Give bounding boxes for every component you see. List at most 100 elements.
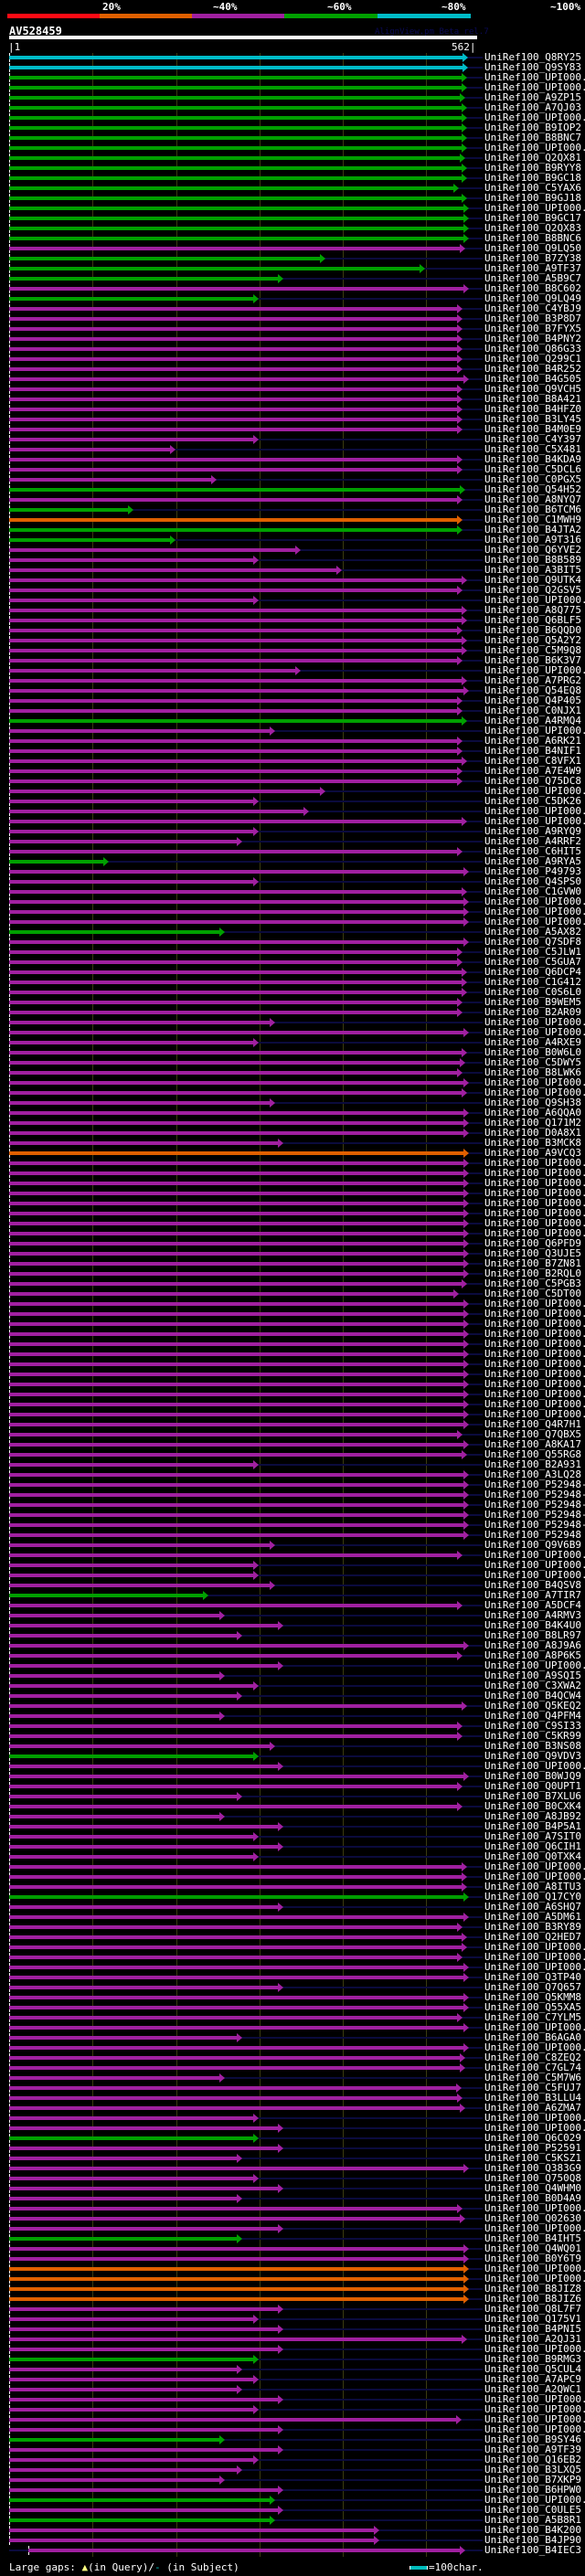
alignment-bar[interactable] bbox=[9, 1413, 464, 1416]
alignment-bar[interactable] bbox=[9, 1533, 464, 1537]
alignment-bar[interactable] bbox=[9, 1011, 459, 1014]
hit-row[interactable]: UniRef100_A9SQI5 bbox=[0, 1670, 585, 1681]
alignment-bar[interactable] bbox=[9, 1352, 464, 1356]
hit-label[interactable]: UniRef100_UPI000.. bbox=[484, 2122, 585, 2134]
hit-label[interactable]: UniRef100_Q4R7H1 bbox=[484, 1418, 581, 1430]
hit-row[interactable]: UniRef100_B4K200 bbox=[0, 2525, 585, 2536]
hit-label[interactable]: UniRef100_B6K3V7 bbox=[484, 654, 581, 666]
hit-row[interactable]: UniRef100_C5GUA7 bbox=[0, 957, 585, 968]
alignment-bar[interactable] bbox=[9, 910, 464, 914]
hit-row[interactable]: UniRef100_UPI000.. bbox=[0, 1158, 585, 1169]
alignment-bar[interactable] bbox=[9, 387, 459, 391]
hit-label[interactable]: UniRef100_B4K4U0 bbox=[484, 1619, 581, 1631]
hit-label[interactable]: UniRef100_B4IEC3 bbox=[484, 2544, 581, 2556]
alignment-bar[interactable] bbox=[9, 367, 459, 371]
alignment-bar[interactable] bbox=[9, 1272, 464, 1276]
alignment-bar[interactable] bbox=[9, 1031, 464, 1034]
alignment-bar[interactable] bbox=[9, 810, 304, 813]
alignment-bar[interactable] bbox=[9, 981, 463, 984]
hit-row[interactable]: UniRef100_C0PGX5 bbox=[0, 474, 585, 485]
hit-label[interactable]: UniRef100_B8LR97 bbox=[484, 1629, 581, 1641]
hit-row[interactable]: UniRef100_Q2GSV5 bbox=[0, 585, 585, 596]
hit-label[interactable]: UniRef100_P52948-2 bbox=[484, 1489, 585, 1500]
hit-row[interactable]: UniRef100_UPI000.. bbox=[0, 896, 585, 907]
hit-label[interactable]: UniRef100_P52948-6 bbox=[484, 1519, 585, 1531]
alignment-bar[interactable] bbox=[9, 1513, 464, 1517]
hit-label[interactable]: UniRef100_B4KDA9 bbox=[484, 453, 581, 465]
hit-row[interactable]: UniRef100_B6TCM6 bbox=[0, 504, 585, 515]
hit-row[interactable]: UniRef100_A8ITU3 bbox=[0, 1882, 585, 1892]
hit-label[interactable]: UniRef100_UPI000.. bbox=[484, 1941, 585, 1953]
alignment-bar[interactable] bbox=[9, 418, 459, 421]
hit-row[interactable]: UniRef100_B8JIZ6 bbox=[0, 2294, 585, 2305]
hit-label[interactable]: UniRef100_B3RY89 bbox=[484, 1921, 581, 1933]
alignment-bar[interactable] bbox=[9, 2418, 457, 2422]
alignment-bar[interactable] bbox=[9, 86, 463, 90]
alignment-bar[interactable] bbox=[9, 2257, 464, 2261]
hit-row[interactable]: UniRef100_P52948-3 bbox=[0, 1500, 585, 1511]
hit-row[interactable]: UniRef100_Q17CY0 bbox=[0, 1892, 585, 1903]
hit-row[interactable]: UniRef100_UPI000.. bbox=[0, 112, 585, 123]
hit-label[interactable]: UniRef100_B3MCK8 bbox=[484, 1137, 581, 1149]
hit-label[interactable]: UniRef100_Q9V6B9 bbox=[484, 1539, 581, 1551]
alignment-bar[interactable] bbox=[9, 1202, 464, 1205]
alignment-bar[interactable] bbox=[9, 1584, 271, 1587]
hit-row[interactable]: UniRef100_B9RYY8 bbox=[0, 163, 585, 174]
alignment-bar[interactable] bbox=[9, 800, 254, 803]
alignment-bar[interactable] bbox=[9, 709, 459, 713]
alignment-bar[interactable] bbox=[9, 1785, 459, 1788]
hit-row[interactable]: UniRef100_Q55XA5 bbox=[0, 2002, 585, 2013]
hit-row[interactable]: UniRef100_Q16EB2 bbox=[0, 2454, 585, 2465]
hit-label[interactable]: UniRef100_Q6YVE2 bbox=[484, 544, 581, 556]
hit-row[interactable]: UniRef100_A6QQA0 bbox=[0, 1108, 585, 1118]
hit-row[interactable]: UniRef100_C5PGB3 bbox=[0, 1278, 585, 1289]
hit-row[interactable]: UniRef100_Q5KMM8 bbox=[0, 1992, 585, 2003]
alignment-bar[interactable] bbox=[9, 2388, 238, 2391]
hit-label[interactable]: UniRef100_C5KR99 bbox=[484, 1730, 581, 1742]
hit-label[interactable]: UniRef100_B4R252 bbox=[484, 363, 581, 375]
alignment-bar[interactable] bbox=[9, 116, 463, 120]
hit-row[interactable]: UniRef100_UPI000.. bbox=[0, 786, 585, 797]
alignment-bar[interactable] bbox=[9, 1815, 221, 1818]
hit-row[interactable]: UniRef100_UPI000.. bbox=[0, 1389, 585, 1400]
alignment-bar[interactable] bbox=[9, 609, 463, 612]
alignment-bar[interactable] bbox=[9, 317, 459, 321]
alignment-bar[interactable] bbox=[9, 1925, 459, 1929]
hit-label[interactable]: UniRef100_UPI000.. bbox=[484, 1378, 585, 1390]
alignment-bar[interactable] bbox=[9, 840, 238, 843]
hit-row[interactable]: UniRef100_Q86G33 bbox=[0, 344, 585, 355]
hit-label[interactable]: UniRef100_C5DT00 bbox=[484, 1288, 581, 1299]
hit-row[interactable]: UniRef100_C6HIT5 bbox=[0, 846, 585, 857]
hit-label[interactable]: UniRef100_UPI000.. bbox=[484, 1760, 585, 1772]
hit-label[interactable]: UniRef100_A9TF37 bbox=[484, 262, 581, 274]
alignment-bar[interactable] bbox=[9, 2327, 280, 2331]
hit-row[interactable]: UniRef100_C1MWH9 bbox=[0, 514, 585, 525]
alignment-bar[interactable] bbox=[9, 1865, 463, 1869]
hit-label[interactable]: UniRef100_Q175V1 bbox=[484, 2313, 581, 2325]
alignment-bar[interactable] bbox=[9, 1373, 464, 1376]
alignment-bar[interactable] bbox=[9, 1734, 459, 1738]
hit-label[interactable]: UniRef100_UPI000.. bbox=[484, 2273, 585, 2284]
hit-row[interactable]: UniRef100_B6QQD0 bbox=[0, 625, 585, 636]
hit-label[interactable]: UniRef100_A7SIT0 bbox=[484, 1830, 581, 1842]
hit-row[interactable]: UniRef100_A4RMV3 bbox=[0, 1610, 585, 1621]
alignment-bar[interactable] bbox=[9, 398, 459, 401]
alignment-bar[interactable] bbox=[9, 548, 296, 552]
hit-row[interactable]: UniRef100_Q9VDV3 bbox=[0, 1751, 585, 1762]
hit-label[interactable]: UniRef100_B4P5A1 bbox=[484, 1820, 581, 1832]
hit-row[interactable]: UniRef100_C5DWY5 bbox=[0, 1057, 585, 1068]
hit-row[interactable]: UniRef100_P52591 bbox=[0, 2143, 585, 2154]
hit-label[interactable]: UniRef100_Q7QBX5 bbox=[484, 1428, 581, 1440]
alignment-bar[interactable] bbox=[9, 2508, 280, 2512]
alignment-bar[interactable] bbox=[9, 247, 462, 250]
hit-row[interactable]: UniRef100_B9SY46 bbox=[0, 2434, 585, 2445]
hit-label[interactable]: UniRef100_C5M9Q8 bbox=[484, 644, 581, 656]
hit-label[interactable]: UniRef100_C0NJX1 bbox=[484, 705, 581, 716]
alignment-bar[interactable] bbox=[9, 1996, 464, 1999]
hit-label[interactable]: UniRef100_Q3TP40 bbox=[484, 1971, 581, 1983]
hit-row[interactable]: UniRef100_B9GJ18 bbox=[0, 193, 585, 204]
hit-row[interactable]: UniRef100_UPI000.. bbox=[0, 2223, 585, 2234]
alignment-bar[interactable] bbox=[9, 207, 464, 210]
alignment-bar[interactable] bbox=[9, 448, 171, 451]
hit-row[interactable]: UniRef100_C5FUJ7 bbox=[0, 2083, 585, 2094]
